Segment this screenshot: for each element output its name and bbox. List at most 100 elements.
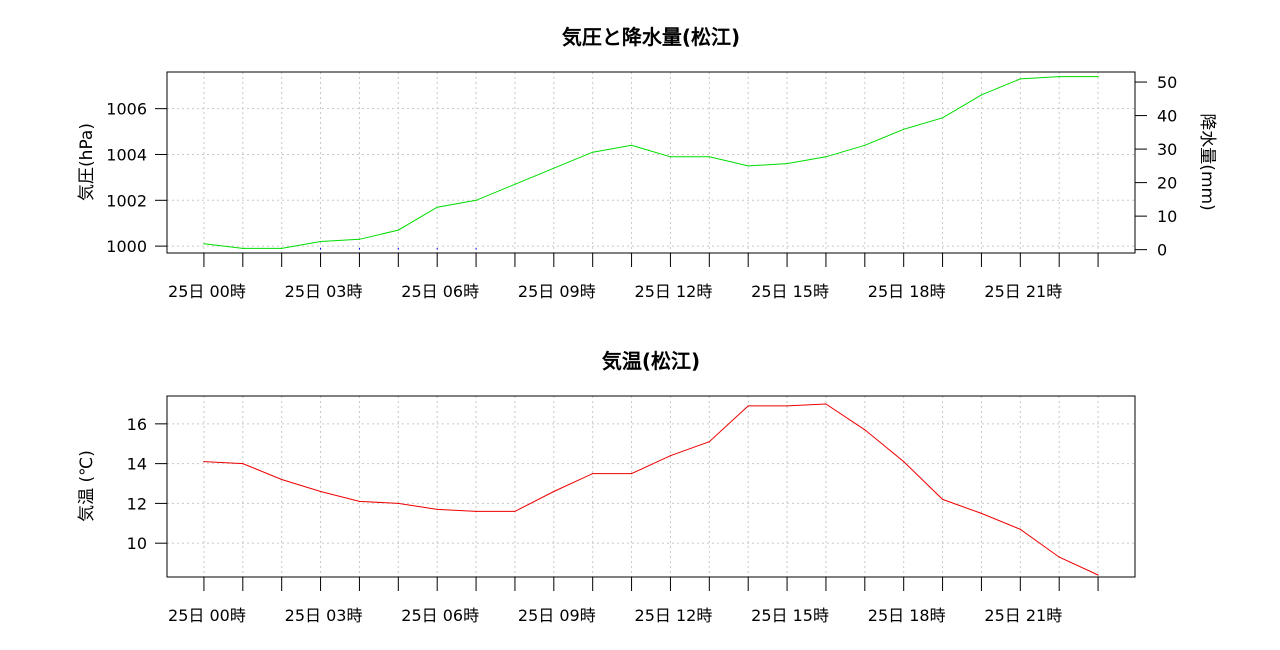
data-point [358,500,361,503]
x-tick-label: 25日 18時 [868,606,946,625]
x-tick-label: 25日 18時 [868,282,946,301]
x-tick-label: 25日 12時 [635,282,713,301]
data-point [242,247,244,250]
grid [167,72,1135,253]
x-tick-label: 25日 03時 [285,282,363,301]
data-point [475,199,477,201]
data-point [708,156,710,158]
data-point [1019,78,1021,80]
y2-tick-label: 50 [1157,73,1177,92]
grid [167,396,1135,577]
x-axis-ticks: 25日 00時 25日 03時 25日 06時 25日 09時 25日 12時 25日 1… [168,577,1099,625]
y-axis-label: 気温 (℃) [77,450,97,522]
data-point [1097,574,1099,576]
data-point [281,478,283,481]
data-point [397,502,399,505]
plot-frame [166,395,1136,578]
plot-frame [166,71,1136,254]
y-tick-label: 1004 [106,145,147,164]
data-point [980,512,983,514]
data-point [980,94,983,96]
data-point [941,498,944,501]
data-point [553,490,555,493]
data-point [669,455,672,457]
x-tick-label: 25日 15時 [751,282,829,301]
y2-tick-label: 20 [1157,174,1177,193]
pressure-points [203,75,1099,250]
data-point [436,508,438,510]
x-axis-ticks: 25日 00時 25日 03時 25日 06時 25日 09時 25日 12時 25日 1… [168,253,1099,301]
y-tick-label: 1000 [106,237,147,256]
y2-tick-label: 0 [1157,241,1167,260]
y-tick-label: 10 [127,534,147,553]
x-tick-label: 25日 03時 [285,606,363,625]
y2-tick-label: 40 [1157,107,1177,126]
x-tick-label: 25日 06時 [401,282,479,301]
data-point [1058,75,1060,78]
y-axis-ticks: 1000 1002 1004 1006 [106,100,167,256]
data-point [203,461,205,463]
y-tick-label: 1006 [106,100,147,119]
data-point [941,117,944,119]
y2-axis-label: 降水量(mm) [1197,113,1217,210]
data-point [553,167,555,169]
data-point [242,463,244,465]
data-point [825,156,827,158]
x-tick-label: 25日 09時 [518,282,596,301]
data-point [864,429,866,431]
data-point [514,510,516,512]
data-point [1058,556,1060,558]
x-tick-label: 25日 06時 [401,606,479,625]
x-tick-label: 25日 12時 [635,606,713,625]
data-point [747,165,749,167]
data-point [203,243,205,245]
y-tick-label: 14 [127,455,147,474]
data-point [786,163,788,165]
y-tick-label: 12 [127,494,147,513]
data-point [436,206,438,208]
data-point [1097,75,1099,78]
y-tick-label: 16 [127,415,147,434]
y2-tick-label: 10 [1157,207,1177,226]
x-tick-label: 25日 21時 [984,282,1062,301]
data-point [825,403,827,405]
data-point [358,238,361,240]
data-point [669,156,672,158]
data-point [592,472,594,475]
data-point [319,490,322,493]
temperature-line [203,403,1099,576]
data-point [903,128,905,130]
data-point [475,510,477,512]
x-tick-label: 25日 15時 [751,606,829,625]
data-point [281,247,283,250]
x-tick-label: 25日 21時 [984,606,1062,625]
y2-tick-label: 30 [1157,140,1177,159]
pressure-line [203,76,1099,249]
precipitation-bars [320,247,477,250]
y-tick-label: 1002 [106,191,147,210]
data-point [514,183,516,185]
y-axis-ticks: 10 12 14 16 [127,415,167,553]
data-point [864,144,866,146]
data-point [708,441,710,443]
x-tick-label: 25日 09時 [518,606,596,625]
data-point [592,151,594,153]
y2-axis-ticks: 0 10 20 30 40 50 [1135,73,1177,260]
x-tick-label: 25日 00時 [168,282,246,301]
data-point [1019,528,1021,530]
data-point [630,472,633,475]
data-point [397,229,399,231]
temperature-points [203,403,1099,576]
data-point [903,461,905,463]
chart-title: 気圧と降水量(松江) [562,25,740,49]
data-point [319,240,322,243]
data-point [786,405,788,407]
x-tick-label: 25日 00時 [168,606,246,625]
y-axis-label: 気圧(hPa) [77,123,97,201]
chart-title: 気温(松江) [602,349,700,373]
data-point [630,144,633,146]
data-point [747,405,749,407]
